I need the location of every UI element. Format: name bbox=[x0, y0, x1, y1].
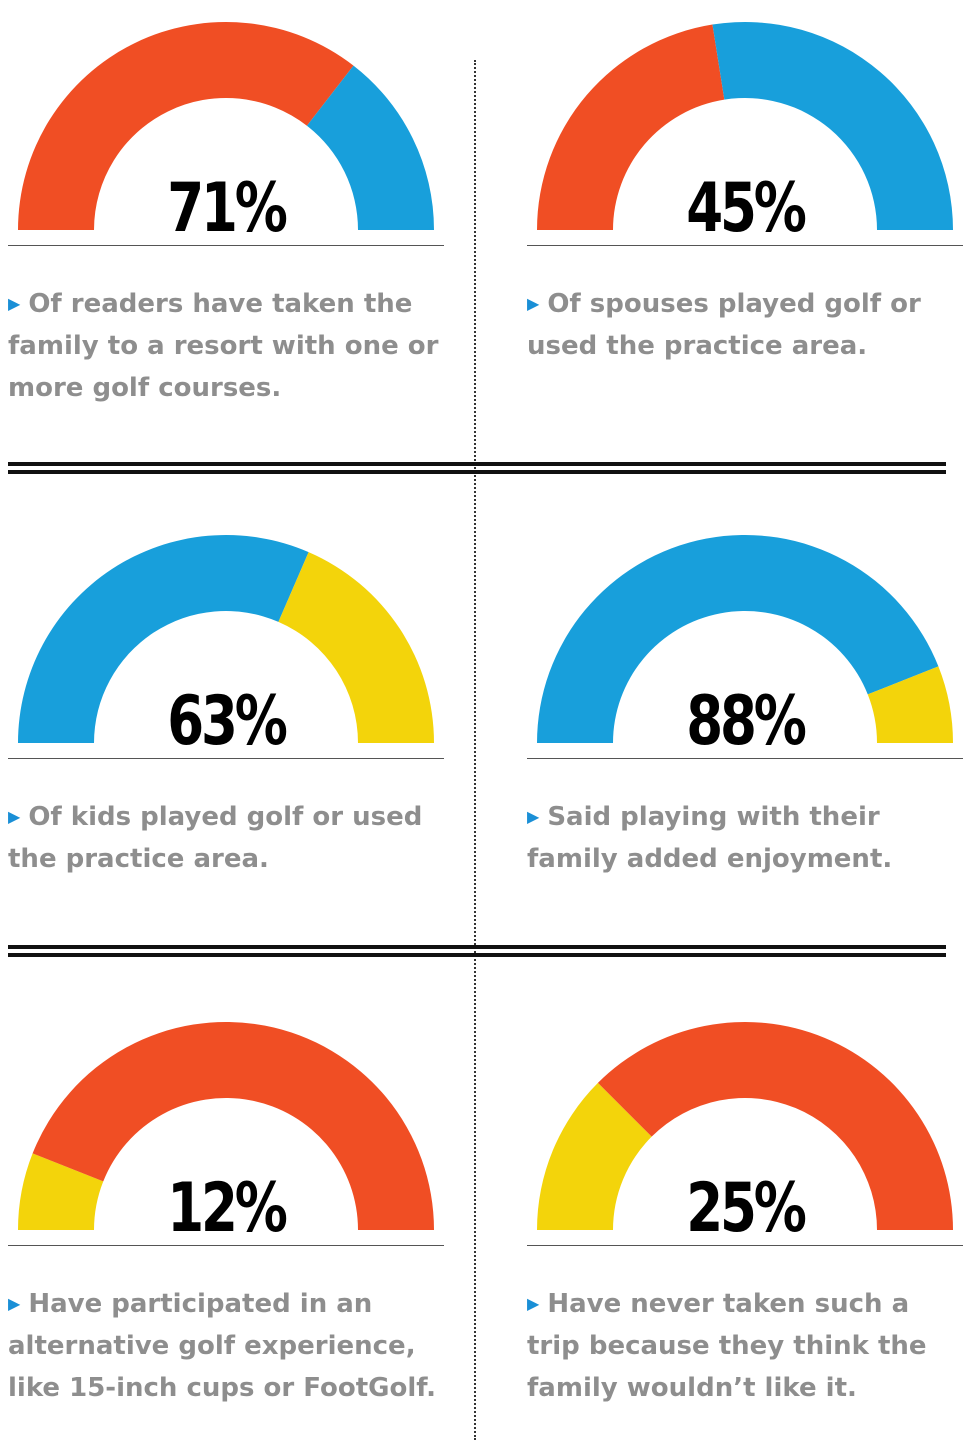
caption-text-2: Of spouses played golf or used the pract… bbox=[527, 289, 921, 361]
gauge-segment-remainder bbox=[32, 1021, 435, 1230]
baseline-6 bbox=[527, 1245, 963, 1246]
triangle-bullet-icon: ▶ bbox=[8, 807, 21, 826]
gauge-chart-1 bbox=[18, 21, 434, 231]
gauge-chart-5 bbox=[18, 1021, 435, 1230]
gauge-segment-remainder bbox=[306, 65, 434, 230]
gauge-segment-remainder bbox=[867, 666, 953, 743]
percent-label-5: 12% bbox=[167, 1169, 288, 1248]
percent-label-1: 71% bbox=[167, 169, 288, 248]
baseline-3 bbox=[8, 758, 444, 759]
gauge-chart-6 bbox=[537, 1022, 953, 1230]
caption-1: ▶ Of readers have taken the family to a r… bbox=[8, 283, 444, 409]
caption-text-4: Said playing with their family added enj… bbox=[527, 802, 893, 874]
gauge-segment-remainder bbox=[278, 552, 434, 743]
vertical-divider bbox=[474, 60, 476, 1440]
baseline-1 bbox=[8, 245, 444, 246]
gauge-segment-remainder bbox=[712, 21, 953, 231]
baseline-5 bbox=[8, 1245, 444, 1246]
triangle-bullet-icon: ▶ bbox=[527, 294, 540, 313]
percent-label-4: 88% bbox=[686, 682, 807, 761]
gauge-segment-value bbox=[18, 535, 309, 743]
caption-text-6: Have never taken such a trip because the… bbox=[527, 1289, 927, 1403]
triangle-bullet-icon: ▶ bbox=[8, 1294, 21, 1313]
row-divider-1 bbox=[8, 462, 946, 474]
row-divider-2 bbox=[8, 945, 946, 957]
percent-label-6: 25% bbox=[686, 1169, 807, 1248]
triangle-bullet-icon: ▶ bbox=[527, 1294, 540, 1313]
caption-6: ▶ Have never taken such a trip because th… bbox=[527, 1283, 963, 1409]
triangle-bullet-icon: ▶ bbox=[8, 294, 21, 313]
gauge-segment-value bbox=[18, 1153, 104, 1230]
gauge-segment-value bbox=[537, 24, 725, 231]
gauge-segment-value bbox=[537, 534, 939, 743]
gauge-segment-value bbox=[18, 21, 354, 231]
caption-5: ▶ Have participated in an alternative gol… bbox=[8, 1283, 444, 1409]
baseline-4 bbox=[527, 758, 963, 759]
gauge-chart-2 bbox=[537, 21, 953, 231]
caption-text-1: Of readers have taken the family to a re… bbox=[8, 289, 439, 403]
gauge-segment-remainder bbox=[597, 1022, 953, 1230]
gauge-chart-3 bbox=[18, 535, 434, 743]
percent-label-3: 63% bbox=[167, 682, 288, 761]
caption-2: ▶ Of spouses played golf or used the prac… bbox=[527, 283, 963, 367]
triangle-bullet-icon: ▶ bbox=[527, 807, 540, 826]
caption-text-3: Of kids played golf or used the practice… bbox=[8, 802, 423, 874]
baseline-2 bbox=[527, 245, 963, 246]
gauge-chart-4 bbox=[537, 534, 953, 743]
percent-label-2: 45% bbox=[686, 169, 807, 248]
caption-text-5: Have participated in an alternative golf… bbox=[8, 1289, 437, 1403]
gauge-segment-value bbox=[537, 1082, 652, 1230]
caption-3: ▶ Of kids played golf or used the practic… bbox=[8, 796, 444, 880]
caption-4: ▶ Said playing with their family added en… bbox=[527, 796, 963, 880]
